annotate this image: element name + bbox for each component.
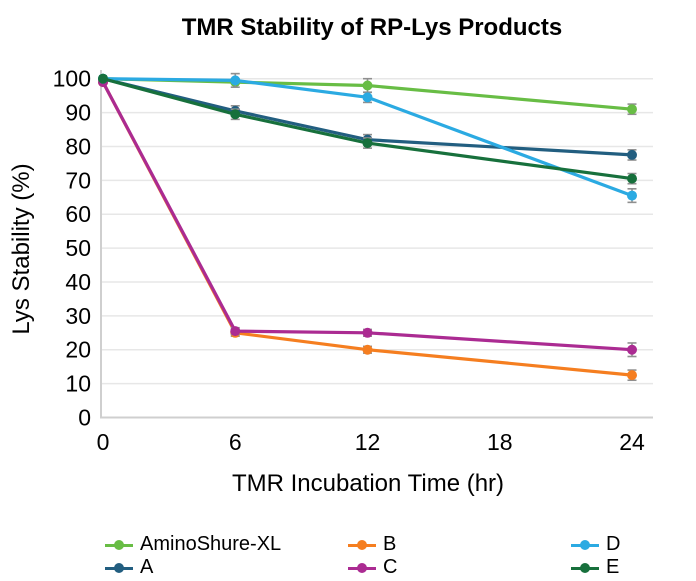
legend-column: AminoShure-XL A [105, 533, 281, 579]
data-point-marker-B [627, 370, 637, 381]
x-tick-label: 12 [355, 429, 381, 455]
legend-marker-icon [105, 562, 133, 574]
legend-marker-icon [571, 539, 599, 551]
data-point-marker-A [627, 149, 637, 160]
legend-item-A: A [105, 556, 281, 579]
legend-item-B: B [348, 533, 397, 556]
y-tick-label: 20 [65, 337, 91, 363]
chart-legend: AminoShure-XL A B C D E [0, 533, 696, 581]
data-point-marker-AminoShure-XL [362, 80, 373, 91]
x-tick-label: 0 [97, 429, 110, 455]
series-line-D [101, 77, 634, 198]
y-tick-label: 100 [53, 66, 91, 92]
data-point-marker-C [362, 327, 373, 338]
data-point-marker-E [627, 173, 637, 184]
legend-label: AminoShure-XL [140, 533, 282, 555]
legend-item-C: C [348, 556, 397, 579]
legend-label: A [140, 556, 154, 578]
chart-title: TMR Stability of RP-Lys Products [181, 14, 563, 41]
data-point-marker-D [627, 190, 637, 201]
data-point-marker-AminoShure-XL [627, 104, 637, 115]
data-point-marker-D [362, 92, 373, 103]
y-tick-label: 60 [65, 201, 91, 227]
legend-item-E: E [571, 556, 620, 579]
y-tick-label: 40 [65, 269, 91, 295]
y-tick-label: 30 [65, 303, 91, 329]
y-tick-label: 90 [65, 100, 91, 126]
data-point-marker-C [230, 326, 241, 337]
series-line-C [101, 80, 634, 352]
data-point-marker-D [230, 75, 241, 86]
x-tick-label: 18 [487, 429, 513, 455]
legend-item-AminoShure-XL: AminoShure-XL [105, 533, 281, 556]
legend-marker-icon [571, 562, 599, 574]
x-tick-label: 6 [229, 429, 242, 455]
series-line-E [101, 77, 634, 181]
legend-label: C [383, 556, 398, 578]
data-point-marker-E [230, 109, 241, 120]
legend-item-D: D [571, 533, 620, 556]
y-tick-label: 50 [65, 235, 91, 261]
x-axis-title: TMR Incubation Time (hr) [231, 470, 505, 497]
data-point-marker-E [362, 138, 373, 149]
data-point-marker-C [627, 344, 637, 355]
x-tick-label: 24 [619, 429, 645, 455]
y-tick-label: 10 [65, 371, 91, 397]
legend-marker-icon [105, 539, 133, 551]
legend-marker-icon [348, 539, 376, 551]
y-tick-label: 0 [78, 405, 91, 431]
y-tick-label: 80 [65, 133, 91, 159]
legend-marker-icon [348, 562, 376, 574]
legend-label: E [606, 556, 620, 578]
legend-label: B [383, 533, 397, 555]
y-tick-label: 70 [65, 167, 91, 193]
data-point-marker-B [362, 344, 373, 355]
legend-label: D [606, 533, 621, 555]
data-point-marker-E [98, 73, 108, 84]
